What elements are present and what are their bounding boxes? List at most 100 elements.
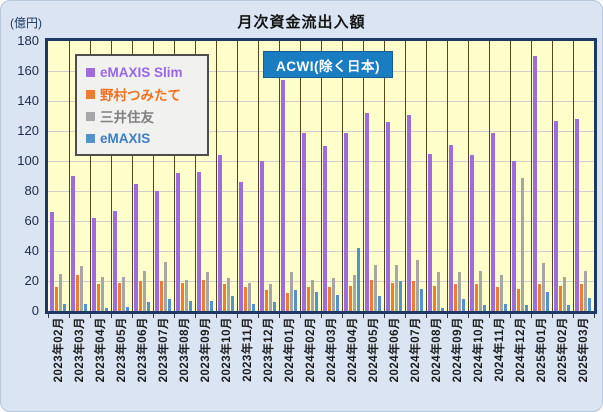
bar-eMAXIS-2023年03月 xyxy=(83,303,88,311)
bar-三井住友-2025年01月 xyxy=(541,263,546,311)
x-axis-tick-mark xyxy=(300,314,301,318)
month-separator-line xyxy=(573,41,574,311)
x-axis-label: 2023年09月 xyxy=(199,317,212,383)
x-axis-tick-mark xyxy=(342,314,343,318)
bar-eMAXIS Slim-2023年09月 xyxy=(197,171,201,311)
x-axis-label: 2024年10月 xyxy=(472,317,485,383)
bar-eMAXIS Slim-2024年12月 xyxy=(512,161,516,311)
bar-野村つみたて-2023年07月 xyxy=(159,281,163,311)
x-axis-label: 2024年01月 xyxy=(283,317,296,383)
x-axis-tick-mark xyxy=(237,314,238,318)
bar-eMAXIS Slim-2024年03月 xyxy=(323,146,327,311)
month-separator-line xyxy=(132,41,133,311)
bar-eMAXIS-2024年05月 xyxy=(377,296,382,311)
x-axis-label: 2025年01月 xyxy=(535,317,548,383)
month-separator-line xyxy=(531,41,532,311)
bar-野村つみたて-2025年03月 xyxy=(579,284,583,311)
month-separator-line xyxy=(174,41,175,311)
bar-eMAXIS Slim-2025年02月 xyxy=(554,120,558,311)
bar-野村つみたて-2023年02月 xyxy=(54,287,58,311)
x-axis-label: 2023年08月 xyxy=(178,317,191,383)
bar-eMAXIS Slim-2024年09月 xyxy=(449,144,453,311)
y-axis-tick-label: 100 xyxy=(17,153,39,168)
x-axis-tick-mark xyxy=(195,314,196,318)
x-axis-label: 2023年12月 xyxy=(262,317,275,383)
bar-eMAXIS Slim-2025年03月 xyxy=(575,119,579,311)
bar-野村つみたて-2024年01月 xyxy=(285,293,289,311)
bar-野村つみたて-2023年10月 xyxy=(222,284,226,311)
bar-三井住友-2024年12月 xyxy=(520,177,525,311)
y-axis-tick-label: 0 xyxy=(31,303,39,318)
bar-野村つみたて-2024年02月 xyxy=(306,287,310,311)
month-separator-line xyxy=(216,41,217,311)
legend-swatch-icon xyxy=(86,111,95,121)
x-axis-label: 2024年03月 xyxy=(325,317,338,383)
x-axis: 2023年02月 2023年03月 2023年04月 2023年05月 2023年06月… xyxy=(48,314,595,410)
bar-eMAXIS-2024年10月 xyxy=(482,305,487,311)
x-axis-label: 2024年11月 xyxy=(493,317,506,382)
x-axis-tick-mark xyxy=(69,314,70,318)
legend-swatch-icon xyxy=(86,89,95,99)
bar-eMAXIS Slim-2023年06月 xyxy=(134,183,138,311)
x-axis-label: 2024年05月 xyxy=(367,317,380,383)
bar-eMAXIS Slim-2024年11月 xyxy=(491,132,495,311)
bar-野村つみたて-2024年12月 xyxy=(516,288,520,311)
x-axis-tick-mark xyxy=(363,314,364,318)
month-separator-line xyxy=(510,41,511,311)
bar-三井住友-2023年02月 xyxy=(58,273,63,311)
month-separator-line xyxy=(489,41,490,311)
bar-三井住友-2024年07月 xyxy=(415,260,420,311)
bar-三井住友-2023年12月 xyxy=(268,284,273,311)
bar-eMAXIS Slim-2025年01月 xyxy=(533,56,537,311)
month-separator-line xyxy=(69,41,70,311)
bar-eMAXIS-2023年11月 xyxy=(251,303,256,311)
bar-三井住友-2023年05月 xyxy=(121,276,126,311)
x-axis-tick-mark xyxy=(174,314,175,318)
x-axis-label: 2025年03月 xyxy=(577,317,590,383)
bar-三井住友-2024年01月 xyxy=(289,272,294,311)
x-axis-label: 2023年02月 xyxy=(52,317,65,383)
bar-eMAXIS-2024年06月 xyxy=(398,281,403,311)
x-axis-tick-mark xyxy=(594,314,595,318)
bar-三井住友-2024年03月 xyxy=(331,278,336,311)
bar-野村つみたて-2023年06月 xyxy=(138,281,142,311)
bar-eMAXIS-2023年05月 xyxy=(125,306,130,311)
bar-三井住友-2023年11月 xyxy=(247,282,252,311)
bar-eMAXIS Slim-2023年11月 xyxy=(239,182,243,311)
chart-title: 月次資金流出入額 xyxy=(237,14,366,31)
bar-野村つみたて-2025年01月 xyxy=(537,284,541,311)
bar-三井住友-2023年08月 xyxy=(184,279,189,311)
bar-eMAXIS Slim-2023年02月 xyxy=(50,212,54,311)
legend: eMAXIS Slim 野村つみたて 三井住友 eMAXIS xyxy=(75,54,209,156)
bar-三井住友-2023年03月 xyxy=(79,266,84,311)
bar-eMAXIS-2024年12月 xyxy=(524,305,529,311)
x-axis-tick-mark xyxy=(153,314,154,318)
bar-eMAXIS Slim-2024年01月 xyxy=(281,80,285,311)
bar-eMAXIS-2025年02月 xyxy=(566,305,571,311)
bar-三井住友-2024年11月 xyxy=(499,275,504,311)
legend-label: 野村つみたて xyxy=(100,88,181,103)
x-axis-label: 2024年12月 xyxy=(514,317,527,383)
bar-野村つみたて-2023年04月 xyxy=(96,284,100,311)
bar-eMAXIS Slim-2023年10月 xyxy=(218,155,222,311)
legend-label: eMAXIS Slim xyxy=(100,64,183,80)
y-axis-tick-label: 180 xyxy=(17,33,39,48)
bar-三井住友-2024年06月 xyxy=(394,264,399,311)
x-axis-tick-mark xyxy=(573,314,574,318)
y-axis-unit-label: (億円) xyxy=(10,16,42,30)
month-separator-line xyxy=(111,41,112,311)
month-separator-line xyxy=(321,41,322,311)
y-axis-tick-label: 80 xyxy=(24,183,39,198)
bar-三井住友-2024年10月 xyxy=(478,270,483,311)
month-separator-line xyxy=(237,41,238,311)
bar-野村つみたて-2024年03月 xyxy=(327,287,331,311)
bar-eMAXIS Slim-2023年07月 xyxy=(155,191,159,311)
x-axis-label: 2024年07月 xyxy=(409,317,422,383)
x-axis-tick-mark xyxy=(447,314,448,318)
x-axis-label: 2024年09月 xyxy=(451,317,464,383)
legend-item: 野村つみたて xyxy=(86,83,199,105)
bar-eMAXIS-2023年09月 xyxy=(209,300,214,311)
bar-eMAXIS Slim-2024年10月 xyxy=(470,155,474,311)
bar-三井住友-2024年05月 xyxy=(373,264,378,311)
month-separator-line xyxy=(426,41,427,311)
